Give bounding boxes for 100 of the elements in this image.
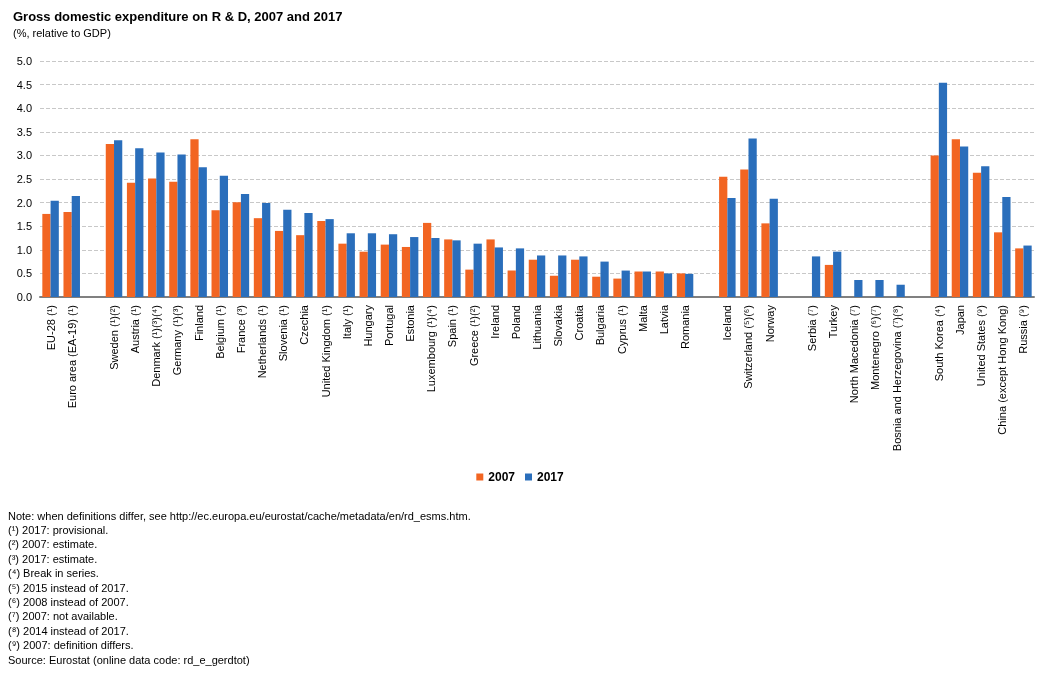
x-tick-label: Austria (¹): [129, 305, 142, 354]
bar: [719, 176, 728, 297]
bar: [769, 198, 778, 297]
bar: [169, 181, 178, 297]
legend-label: 2007: [488, 470, 516, 484]
bar: [515, 248, 525, 297]
y-tick-label: 0.0: [16, 291, 32, 303]
bar: [1002, 196, 1011, 297]
x-tick-label: Italy (¹): [340, 305, 353, 340]
chart-title: Gross domestic expenditure on R & D, 2007 and 2017: [13, 9, 343, 24]
bar: [571, 259, 580, 297]
bar: [401, 246, 411, 297]
x-tick-label: Estonia: [404, 304, 417, 342]
x-tick-label: Switzerland (⁵)(⁶): [742, 305, 755, 389]
x-tick-label: Bulgaria: [594, 304, 607, 346]
bar: [727, 197, 736, 297]
x-tick-label: Spain (¹): [446, 305, 459, 348]
x-tick-label: Sweden (¹)(²): [108, 305, 121, 370]
bar: [824, 264, 834, 297]
text: (⁵) 2015 instead of 2017.: [8, 581, 129, 594]
text: (⁸) 2014 instead of 2017.: [8, 624, 129, 637]
bar: [833, 251, 842, 297]
bar: [126, 182, 136, 297]
x-tick-label: Turkey: [827, 304, 840, 339]
y-tick-label: 5.0: [16, 55, 32, 67]
bar: [105, 144, 115, 297]
bar: [579, 256, 588, 297]
bar: [1023, 245, 1032, 297]
bar: [494, 247, 503, 297]
bar: [875, 280, 884, 297]
bar: [71, 195, 80, 297]
bar: [274, 230, 284, 297]
bar: [994, 232, 1003, 297]
text: (⁷) 2007: not available.: [8, 610, 118, 623]
bar: [854, 280, 863, 297]
x-tick-label: Norway: [763, 304, 776, 343]
x-tick-label: Euro area (EA-19) (¹): [65, 305, 78, 409]
x-tick-label: Slovakia: [552, 304, 565, 347]
bar: [549, 275, 559, 297]
bar: [748, 138, 757, 297]
y-tick-label: 3.0: [16, 149, 32, 162]
text: (⁶) 2008 instead of 2007.: [8, 595, 129, 608]
x-tick-label: United Kingdom (¹): [319, 305, 332, 398]
y-tick-label: 2.0: [16, 196, 32, 209]
x-tick-label: Portugal: [382, 305, 395, 346]
x-tick-label: Finland: [192, 305, 205, 342]
x-tick-label: Montenegro (⁶)(⁷): [869, 305, 882, 390]
x-tick-label: Belgium (¹): [213, 305, 226, 359]
bar: [761, 223, 770, 297]
x-tick-label: Luxembourg (¹)(⁴): [425, 305, 438, 393]
bar: [346, 233, 355, 297]
bar: [423, 222, 432, 297]
bar: [253, 218, 263, 297]
x-tick-label: United States (⁹): [975, 305, 988, 387]
bar: [304, 212, 313, 297]
x-tick-label: Lithuania: [531, 304, 543, 350]
x-tick-label: Russia (⁹): [1017, 305, 1030, 354]
bar: [676, 273, 686, 297]
bar: [232, 202, 241, 297]
bar: [338, 243, 347, 297]
y-tick-label: 2.5: [16, 173, 32, 185]
bar: [558, 255, 567, 297]
x-tick-label: France (³): [234, 305, 247, 354]
x-tick-label: North Macedonia (⁷): [848, 305, 861, 404]
bar: [465, 269, 474, 297]
bar: [473, 243, 482, 297]
bar: [325, 219, 334, 297]
bar: [444, 239, 453, 297]
bar: [663, 273, 673, 297]
bar: [896, 284, 905, 297]
x-tick-label: Japan: [953, 305, 966, 335]
y-tick-label: 4.0: [16, 102, 32, 115]
legend-label: 2017: [537, 470, 565, 484]
bar: [431, 238, 440, 297]
bar: [50, 200, 59, 297]
bar: [938, 82, 948, 297]
bar: [685, 273, 694, 297]
bar: [296, 235, 305, 297]
x-tick-label: China (except Hong Kong): [996, 305, 1009, 435]
x-tick-label: Netherlands (¹): [256, 305, 269, 379]
chart-subtitle: (%, relative to GDP): [13, 26, 111, 39]
x-tick-label: Ireland: [488, 305, 501, 339]
y-tick-label: 1.5: [16, 220, 32, 233]
bar: [972, 172, 982, 297]
text: (²) 2007: estimate.: [8, 538, 98, 551]
bar: [655, 271, 664, 297]
source-note: Source: Eurostat (online data code: rd_e_gerdtot): [8, 653, 250, 666]
bar: [410, 237, 419, 297]
bar: [537, 255, 546, 297]
x-tick-label: Slovenia (¹): [277, 305, 290, 362]
y-tick-label: 4.5: [16, 78, 32, 91]
bar: [634, 271, 643, 297]
x-tick-label: Poland: [509, 305, 522, 340]
bar: [135, 148, 144, 297]
bar: [317, 221, 326, 297]
bar: [600, 261, 609, 297]
bar: [811, 256, 821, 297]
x-tick-label: Croatia: [573, 304, 586, 341]
x-tick-label: Serbia (⁷): [805, 305, 818, 352]
bar: [359, 251, 368, 297]
